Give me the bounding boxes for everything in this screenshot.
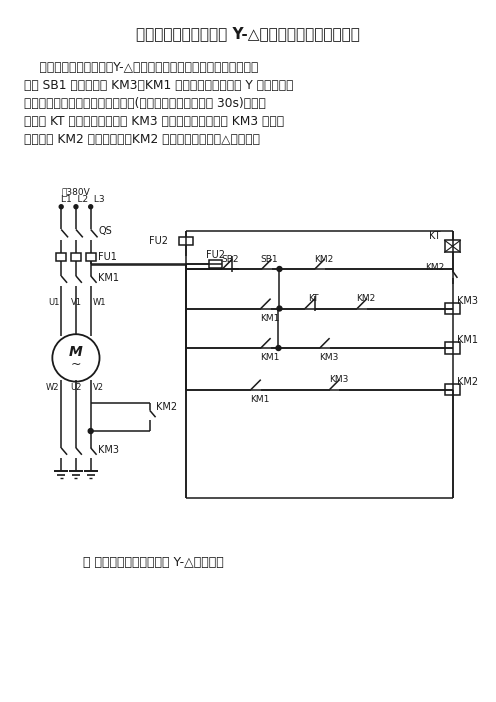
Text: U2: U2	[70, 383, 82, 392]
Text: KM2: KM2	[356, 294, 375, 303]
Text: KM1: KM1	[98, 273, 119, 283]
Text: KM3: KM3	[98, 445, 119, 455]
Text: V2: V2	[93, 383, 104, 392]
Text: 继电器 KT 常闭触点断开，使 KM3 失电释放，同时由于 KM3 的释放: 继电器 KT 常闭触点断开，使 KM3 失电释放，同时由于 KM3 的释放	[24, 115, 284, 128]
Text: V1: V1	[70, 298, 81, 307]
Circle shape	[88, 428, 93, 434]
Text: 按钮 SB1 时，接触器 KM3、KM1 吸合，这时电动机为 Y 形启动。当: 按钮 SB1 时，接触器 KM3、KM1 吸合，这时电动机为 Y 形启动。当	[24, 79, 293, 92]
Bar	[56, 253, 66, 261]
Text: KM3: KM3	[319, 353, 338, 362]
Text: 用时间继电器自动转换Y-△启动电动机控制线路如图所示。当按下: 用时间继电器自动转换Y-△启动电动机控制线路如图所示。当按下	[24, 62, 258, 74]
Text: SB1: SB1	[261, 255, 278, 264]
Text: KM2: KM2	[156, 402, 177, 412]
Text: FU1: FU1	[98, 252, 117, 262]
Bar	[71, 253, 81, 261]
Text: U1: U1	[48, 298, 59, 307]
Circle shape	[277, 306, 282, 311]
Text: ～380V: ～380V	[61, 187, 90, 197]
Bar	[444, 383, 460, 395]
Text: L1  L2  L3: L1 L2 L3	[61, 195, 105, 204]
Bar	[179, 237, 193, 245]
Text: FU2: FU2	[206, 250, 225, 260]
Bar	[444, 240, 460, 252]
Text: 图 用时间继电器自动转换 Y-△启动控制: 图 用时间继电器自动转换 Y-△启动控制	[83, 556, 224, 569]
Text: KM2: KM2	[314, 255, 333, 264]
Circle shape	[59, 205, 63, 208]
Bar	[209, 260, 222, 268]
Text: 又接通了 KM2 线圈的电源，KM2 吸合，电动机改为△形运行。: 又接通了 KM2 线圈的电源，KM2 吸合，电动机改为△形运行。	[24, 133, 260, 145]
Bar	[444, 342, 460, 354]
Text: KM1: KM1	[260, 353, 279, 362]
Text: KM1: KM1	[260, 314, 279, 323]
Circle shape	[276, 345, 281, 350]
Bar	[444, 303, 460, 314]
Text: KM3: KM3	[329, 375, 348, 384]
Text: SB2: SB2	[222, 255, 239, 264]
Text: 用时间继电器自动转换 Y-△启动控制电路图原理图解: 用时间继电器自动转换 Y-△启动控制电路图原理图解	[136, 26, 360, 41]
Circle shape	[89, 205, 93, 208]
Text: FU2: FU2	[149, 237, 168, 246]
Bar	[86, 253, 96, 261]
Circle shape	[53, 334, 100, 382]
Text: KM1: KM1	[457, 335, 479, 345]
Text: ~: ~	[71, 358, 81, 371]
Text: M: M	[69, 345, 83, 359]
Text: KM3: KM3	[457, 296, 479, 305]
Text: 经过一定延时，电动机启动完毕后(时间继电器一般控制在 30s)，时间: 经过一定延时，电动机启动完毕后(时间继电器一般控制在 30s)，时间	[24, 97, 266, 110]
Text: KM1: KM1	[250, 395, 269, 404]
Text: W2: W2	[46, 383, 59, 392]
Circle shape	[74, 205, 78, 208]
Text: KM2: KM2	[457, 377, 479, 387]
Circle shape	[277, 267, 282, 272]
Text: KT: KT	[429, 232, 440, 241]
Text: KT: KT	[309, 294, 319, 303]
Text: KM2: KM2	[425, 263, 444, 272]
Text: W1: W1	[93, 298, 106, 307]
Text: QS: QS	[99, 227, 112, 237]
